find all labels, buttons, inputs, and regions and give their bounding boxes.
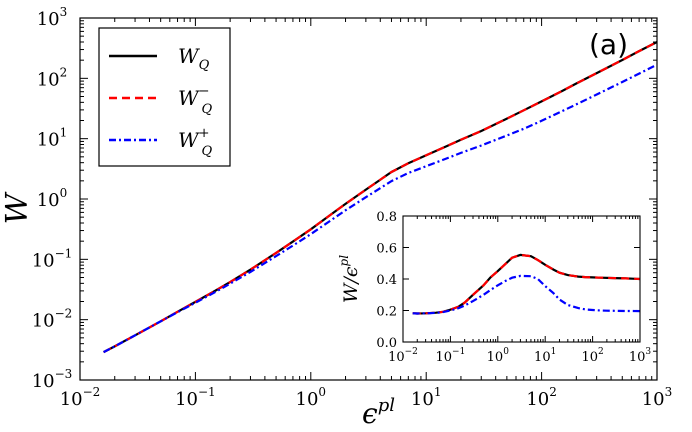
legend-box bbox=[98, 27, 231, 167]
inset-y-tick-label: 0.4 bbox=[376, 273, 397, 288]
x-tick-label: 102 bbox=[526, 385, 557, 410]
y-tick-label: 10−1 bbox=[32, 246, 73, 271]
y-tick-label: 10−3 bbox=[32, 367, 73, 392]
inset-y-tick-label: 0.6 bbox=[376, 242, 397, 257]
panel-label: (a) bbox=[589, 28, 628, 61]
inset-ticks: 10−2 10−1 100 101 102 103 0.0 0.2 0.4 0.6 0.8 bbox=[376, 210, 651, 365]
inset-x-tick-label: 101 bbox=[534, 347, 556, 365]
legend-label: WQ bbox=[178, 44, 210, 73]
inset-x-tick-label: 102 bbox=[581, 347, 603, 365]
x-tick-label: 10−2 bbox=[60, 385, 101, 410]
inset-x-tick-label: 10−1 bbox=[435, 347, 465, 365]
inset-x-tick-label: 10−2 bbox=[388, 347, 418, 365]
inset-y-tick-label: 0.0 bbox=[376, 336, 397, 351]
legend-label: W+ Q bbox=[178, 126, 212, 159]
x-tick-label: 103 bbox=[642, 385, 673, 410]
main-chart: 10−2 10−1 100 101 102 10310−310−210−110010110… bbox=[0, 5, 672, 430]
y-tick-label: 101 bbox=[37, 126, 68, 151]
inset-chart: 10−2 10−1 100 101 102 103 0.0 0.2 0.4 0.6 0.8 W/ϵpl bbox=[337, 210, 651, 365]
x-tick-label: 10−1 bbox=[175, 385, 216, 410]
x-tick-label: 101 bbox=[411, 385, 442, 410]
inset-y-tick-label: 0.8 bbox=[376, 210, 397, 225]
main-plot-frame bbox=[79, 17, 658, 381]
legend-label: W− Q bbox=[178, 84, 212, 117]
inset-background bbox=[403, 216, 640, 342]
y-tick-label: 10−2 bbox=[32, 307, 73, 332]
inset-series-W_Q^- bbox=[412, 253, 641, 315]
inset-y-axis-label: W/ϵpl bbox=[337, 255, 362, 303]
inset-plot-frame bbox=[402, 215, 641, 343]
y-tick-label: 103 bbox=[37, 5, 68, 30]
y-axis-label: W bbox=[0, 191, 35, 224]
x-axis-label: ϵpl bbox=[362, 395, 395, 430]
main-series-W_Q^+ bbox=[103, 63, 658, 354]
inset-y-tick-label: 0.2 bbox=[376, 305, 397, 320]
inset-x-tick-label: 103 bbox=[629, 347, 652, 365]
inset-x-tick-label: 100 bbox=[487, 347, 510, 365]
y-tick-label: 100 bbox=[37, 186, 68, 211]
y-tick-label: 102 bbox=[37, 65, 68, 90]
legend: WQ W− Q W+ Q bbox=[98, 27, 231, 167]
x-tick-label: 100 bbox=[296, 385, 327, 410]
inset-series-W_Q^+ bbox=[412, 274, 641, 315]
